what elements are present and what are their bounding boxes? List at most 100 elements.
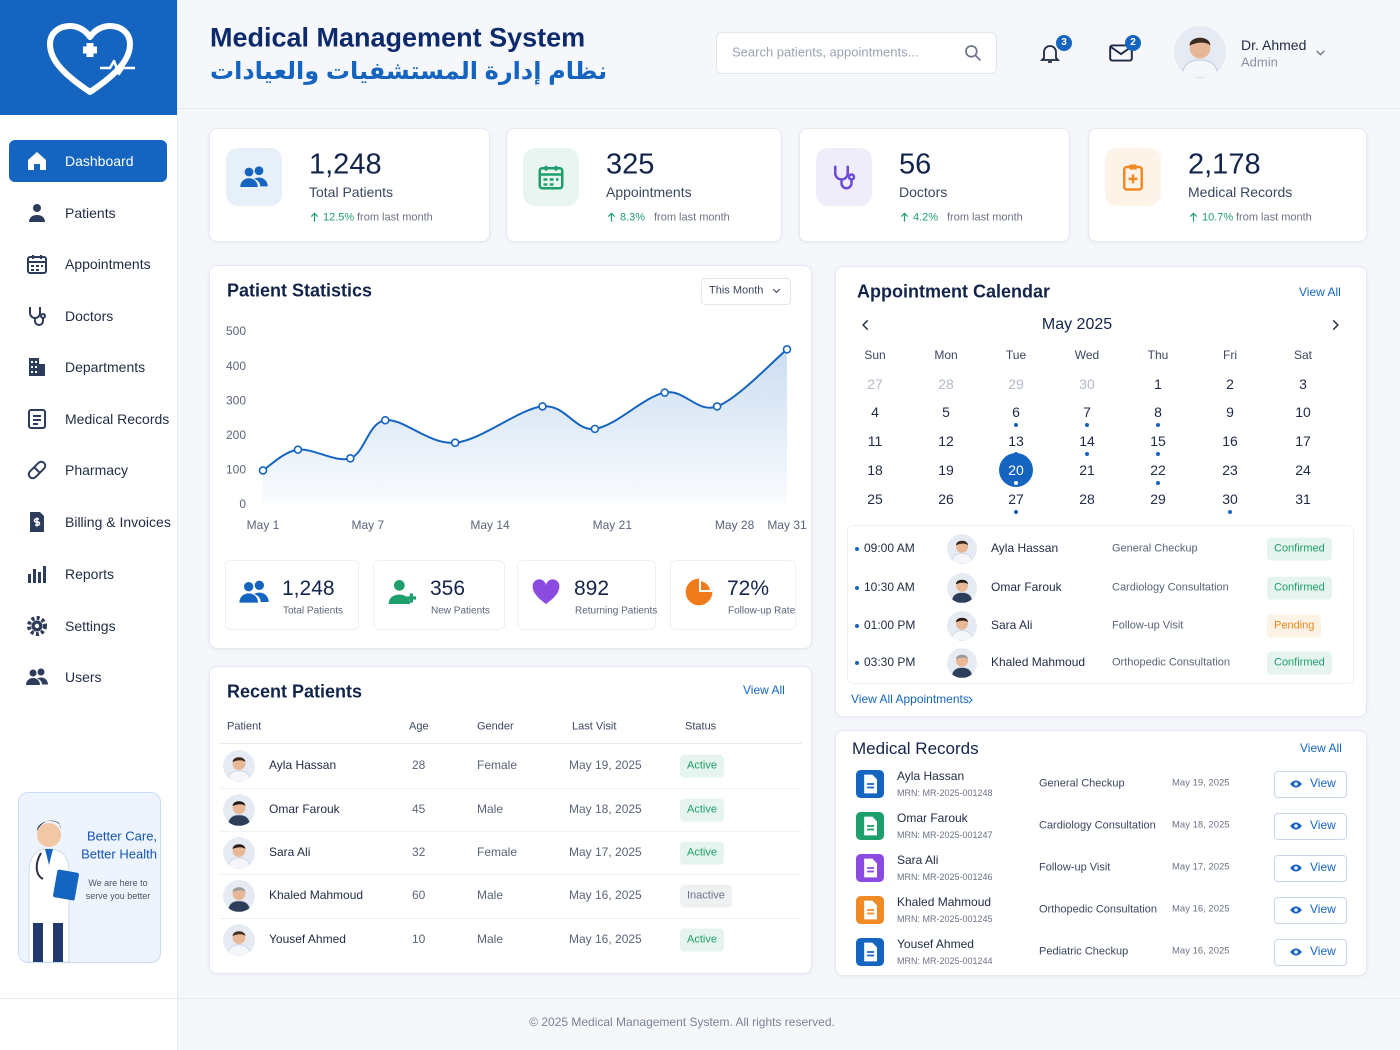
view-button[interactable] xyxy=(1274,855,1347,882)
calendar-day[interactable]: 28 xyxy=(938,375,954,392)
appointment-status: Pending xyxy=(1267,614,1322,638)
nav-item[interactable]: Departments xyxy=(65,358,146,375)
calendar-day[interactable]: 27 xyxy=(867,375,883,392)
summary-label: Returning Patients xyxy=(575,605,658,617)
calendar-day[interactable]: 21 xyxy=(1079,461,1095,478)
view-all-link[interactable]: View All xyxy=(1300,741,1342,756)
nav-icon xyxy=(25,614,49,638)
icon-part xyxy=(29,358,39,376)
calendar-day[interactable]: 23 xyxy=(1222,461,1238,478)
calendar-day[interactable]: 4 xyxy=(871,403,879,420)
avatar xyxy=(947,648,977,678)
patient-gender: Female xyxy=(477,845,518,860)
view-button[interactable] xyxy=(1274,813,1347,840)
icon-part xyxy=(1039,45,1061,63)
view-all-link[interactable]: View All xyxy=(1299,285,1341,300)
nav-item[interactable]: Settings xyxy=(65,617,116,634)
icon-part xyxy=(29,204,45,222)
calendar-day[interactable]: 5 xyxy=(942,403,950,420)
view-all-appointments[interactable]: View All Appointments xyxy=(851,692,969,707)
view-button-label: View xyxy=(1310,860,1336,875)
view-button[interactable] xyxy=(1274,771,1347,798)
calendar-day[interactable]: 15 xyxy=(1150,432,1166,449)
icon-part xyxy=(406,593,416,603)
icon-part xyxy=(947,611,977,641)
event-dot xyxy=(1085,452,1089,456)
user-menu-toggle[interactable] xyxy=(1314,46,1327,59)
icon-part xyxy=(900,212,909,222)
calendar-day[interactable]: 31 xyxy=(1295,490,1311,507)
nav-item[interactable]: Pharmacy xyxy=(65,461,129,478)
calendar-day[interactable]: 26 xyxy=(938,490,954,507)
nav-item[interactable]: Patients xyxy=(65,204,116,221)
patient-age: 32 xyxy=(412,845,426,860)
y-tick-label: 300 xyxy=(226,393,246,407)
logo xyxy=(0,0,177,115)
calendar-day[interactable]: 8 xyxy=(1154,403,1162,420)
next-month[interactable] xyxy=(1328,318,1342,332)
calendar-day[interactable]: 3 xyxy=(1299,375,1307,392)
nav-icon xyxy=(25,201,49,225)
calendar-day[interactable]: 25 xyxy=(867,490,883,507)
icon-part xyxy=(26,677,48,685)
record-date: May 18, 2025 xyxy=(1172,819,1230,831)
nav-item[interactable]: Doctors xyxy=(65,307,114,324)
calendar-day[interactable]: 13 xyxy=(1008,432,1024,449)
view-button[interactable] xyxy=(1274,939,1347,966)
calendar-day[interactable]: 20 xyxy=(1008,461,1024,478)
nav-icon xyxy=(25,304,49,328)
patient-last-visit: May 18, 2025 xyxy=(569,802,642,817)
search-box[interactable] xyxy=(716,32,997,74)
calendar-day[interactable]: 29 xyxy=(1150,490,1166,507)
view-button-label: View xyxy=(1310,944,1336,959)
calendar-day[interactable]: 19 xyxy=(938,461,954,478)
period-select[interactable] xyxy=(701,278,791,305)
calendar-day[interactable]: 29 xyxy=(1008,375,1024,392)
icon-part xyxy=(27,616,47,636)
calendar-day[interactable]: 17 xyxy=(1295,432,1311,449)
view-all-link[interactable]: View All xyxy=(743,683,785,698)
icon-part xyxy=(29,215,45,222)
calendar-day[interactable]: 30 xyxy=(1079,375,1095,392)
calendar-day[interactable]: 1 xyxy=(1154,375,1162,392)
calendar-day[interactable]: 30 xyxy=(1222,490,1238,507)
calendar-day[interactable]: 9 xyxy=(1226,403,1234,420)
notifications-button[interactable] xyxy=(1038,40,1062,66)
nav-item[interactable]: Reports xyxy=(65,565,115,582)
nav-item[interactable]: Appointments xyxy=(65,255,151,272)
icon-part xyxy=(856,938,884,966)
patient-name: Sara Ali xyxy=(269,845,311,860)
appointment-patient: Sara Ali xyxy=(991,618,1033,633)
nav-item[interactable]: Dashboard xyxy=(65,152,134,169)
patient-age: 45 xyxy=(412,802,426,817)
calendar-day[interactable]: 6 xyxy=(1012,403,1020,420)
view-button[interactable] xyxy=(1274,897,1347,924)
icon-part xyxy=(1294,908,1298,912)
calendar-day[interactable]: 27 xyxy=(1008,490,1024,507)
calendar-day[interactable]: 24 xyxy=(1295,461,1311,478)
nav-item[interactable]: Medical Records xyxy=(65,410,170,427)
calendar-day[interactable]: 12 xyxy=(938,432,954,449)
calendar-day[interactable]: 18 xyxy=(867,461,883,478)
line xyxy=(262,348,788,472)
summary-value: 72% xyxy=(727,576,770,600)
calendar-day[interactable]: 14 xyxy=(1079,432,1095,449)
calendar-day[interactable]: 7 xyxy=(1083,403,1091,420)
calendar-day[interactable]: 11 xyxy=(867,432,883,449)
calendar-day[interactable]: 16 xyxy=(1222,432,1238,449)
calendar-day[interactable]: 2 xyxy=(1226,375,1234,392)
nav-item[interactable]: Users xyxy=(65,668,102,685)
line-point xyxy=(782,344,792,354)
calendar-day[interactable]: 28 xyxy=(1079,490,1095,507)
x-tick-label: May 1 xyxy=(247,518,280,532)
icon-part xyxy=(34,623,40,629)
icon-part xyxy=(31,265,34,267)
prev-month[interactable] xyxy=(859,318,873,332)
calendar-day[interactable]: 22 xyxy=(1150,461,1166,478)
nav-icon xyxy=(25,355,49,379)
calendar-day[interactable]: 10 xyxy=(1295,403,1311,420)
icon-part xyxy=(701,581,710,590)
nav-item[interactable]: Billing & Invoices xyxy=(65,513,171,530)
icon-part xyxy=(310,212,319,222)
stat-change: 12.5% xyxy=(323,211,355,224)
